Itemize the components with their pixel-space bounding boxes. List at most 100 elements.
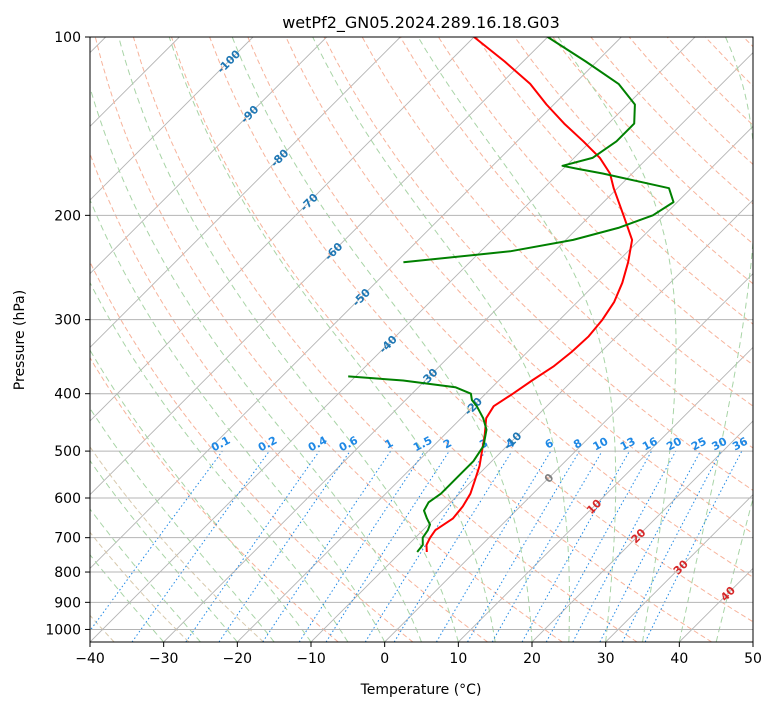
temperature-line	[425, 37, 634, 553]
moist-adiabat	[678, 37, 753, 642]
dry-adiabat	[94, 37, 563, 642]
mixing-ratio-line	[521, 450, 630, 642]
moist-adiabat	[417, 37, 617, 642]
isotherm-line	[458, 346, 753, 642]
y-tick-label: 200	[54, 208, 81, 224]
moist-adiabat-label: 20	[629, 526, 649, 546]
moist-adiabat-label: 30	[671, 557, 691, 577]
dry-adiabat	[361, 37, 753, 449]
isotherm-line	[90, 37, 254, 201]
dry-adiabat-label: -10	[501, 429, 524, 452]
mixing-ratio-line	[218, 450, 351, 642]
moist-adiabat	[90, 407, 275, 642]
dry-adiabat	[666, 37, 753, 126]
isotherm-line	[90, 37, 475, 422]
y-tick-label: 500	[54, 444, 81, 460]
mixing-ratio-label: 20	[664, 435, 684, 454]
y-tick-label: 1000	[45, 622, 81, 638]
x-tick-label: −40	[75, 651, 105, 667]
dry-adiabat	[90, 446, 264, 642]
axes: −40 −30 −20 −10 0 10 20 30 40 50 1000 900 800 700 600 5…	[45, 30, 762, 667]
isotherm-line	[679, 567, 753, 642]
mixing-ratio-line	[262, 450, 392, 642]
isotherm-line	[90, 37, 622, 569]
mixing-ratio-line	[599, 450, 701, 642]
mixing-ratio-label: 10	[591, 435, 611, 454]
mixing-ratio-label: 16	[640, 435, 660, 454]
mixing-ratio-label: 1	[383, 436, 396, 451]
moist-adiabat	[90, 349, 312, 642]
moist-adiabat	[557, 37, 677, 642]
mixing-ratio-line	[325, 450, 450, 642]
isotherm-line	[531, 420, 753, 642]
mixing-ratio-line	[393, 450, 513, 642]
y-tick-label: 100	[54, 30, 81, 46]
dry-adiabat	[704, 37, 753, 87]
isotherm-line	[237, 125, 753, 642]
x-tick-label: 20	[523, 651, 541, 667]
dry-adiabat-label: -90	[238, 103, 261, 126]
dewpoint-upper-line	[403, 37, 675, 264]
y-tick-label: 700	[54, 531, 81, 547]
dewpoint-line	[348, 375, 488, 553]
x-tick-label: −10	[296, 651, 326, 667]
moist-adiabat	[168, 37, 496, 642]
x-tick-label: 0	[380, 651, 389, 667]
isotherm-line	[310, 199, 753, 642]
dry-adiabat-label: -60	[322, 240, 345, 263]
isotherm-line	[90, 37, 548, 496]
dry-adiabat	[90, 152, 488, 642]
x-axis-label: Temperature (°C)	[360, 682, 482, 698]
mixing-ratio-label: 25	[689, 435, 709, 454]
moist-adiabat	[90, 554, 165, 642]
dry-adiabat	[247, 37, 753, 578]
moist-adiabat	[312, 37, 570, 642]
mixing-ratio-line	[545, 450, 653, 642]
plot-frame	[89, 36, 754, 643]
dry-adiabat	[399, 37, 753, 407]
isotherm-line	[384, 273, 753, 642]
dry-adiabat	[514, 37, 753, 285]
dry-adiabat	[285, 37, 753, 535]
dry-adiabat-label: -80	[268, 146, 291, 169]
y-tick-label: 600	[54, 491, 81, 507]
x-tick-label: −30	[149, 651, 179, 667]
mixing-ratio-label: 30	[710, 435, 730, 454]
x-tick-label: 10	[449, 651, 467, 667]
isotherm-line	[90, 37, 696, 642]
mixing-ratio-line	[90, 450, 223, 632]
y-tick-label: 400	[54, 387, 81, 403]
dry-adiabat	[90, 531, 190, 642]
chart-title: wetPf2_GN05.2024.289.16.18.G03	[282, 13, 560, 33]
dry-adiabat-label: -100	[215, 47, 244, 76]
y-axis-label: Pressure (hPa)	[12, 290, 28, 390]
y-tick-label: 300	[54, 313, 81, 329]
moist-adiabat-label: 10	[584, 497, 604, 517]
isotherm-line	[752, 641, 753, 642]
mixing-ratio-label: 6	[543, 436, 556, 451]
isotherm-line	[605, 494, 753, 642]
x-tick-label: 30	[597, 651, 615, 667]
dry-adiabat	[209, 37, 753, 623]
dry-adiabat	[323, 37, 753, 491]
moist-adiabat	[90, 459, 238, 642]
y-tick-label: 900	[54, 595, 81, 611]
mixing-ratio-line	[644, 450, 743, 642]
moist-adiabat	[715, 496, 753, 642]
mixing-ratio-line	[572, 450, 677, 642]
isotherm-line	[163, 52, 753, 642]
dry-adiabat	[132, 37, 638, 642]
dry-adiabat	[743, 37, 753, 48]
isotherm-line	[90, 37, 401, 348]
moist-adiabat	[231, 37, 533, 642]
moist-adiabat	[90, 198, 386, 642]
mixing-ratio-line	[467, 450, 580, 642]
moist-adiabat	[90, 281, 349, 642]
x-tick-label: 40	[670, 651, 688, 667]
mixing-ratio-line	[131, 450, 270, 642]
y-tick-label: 800	[54, 565, 81, 581]
x-tick-label: −20	[223, 651, 253, 667]
background-lines	[90, 37, 753, 642]
mixing-ratio-label: 2	[441, 436, 454, 451]
